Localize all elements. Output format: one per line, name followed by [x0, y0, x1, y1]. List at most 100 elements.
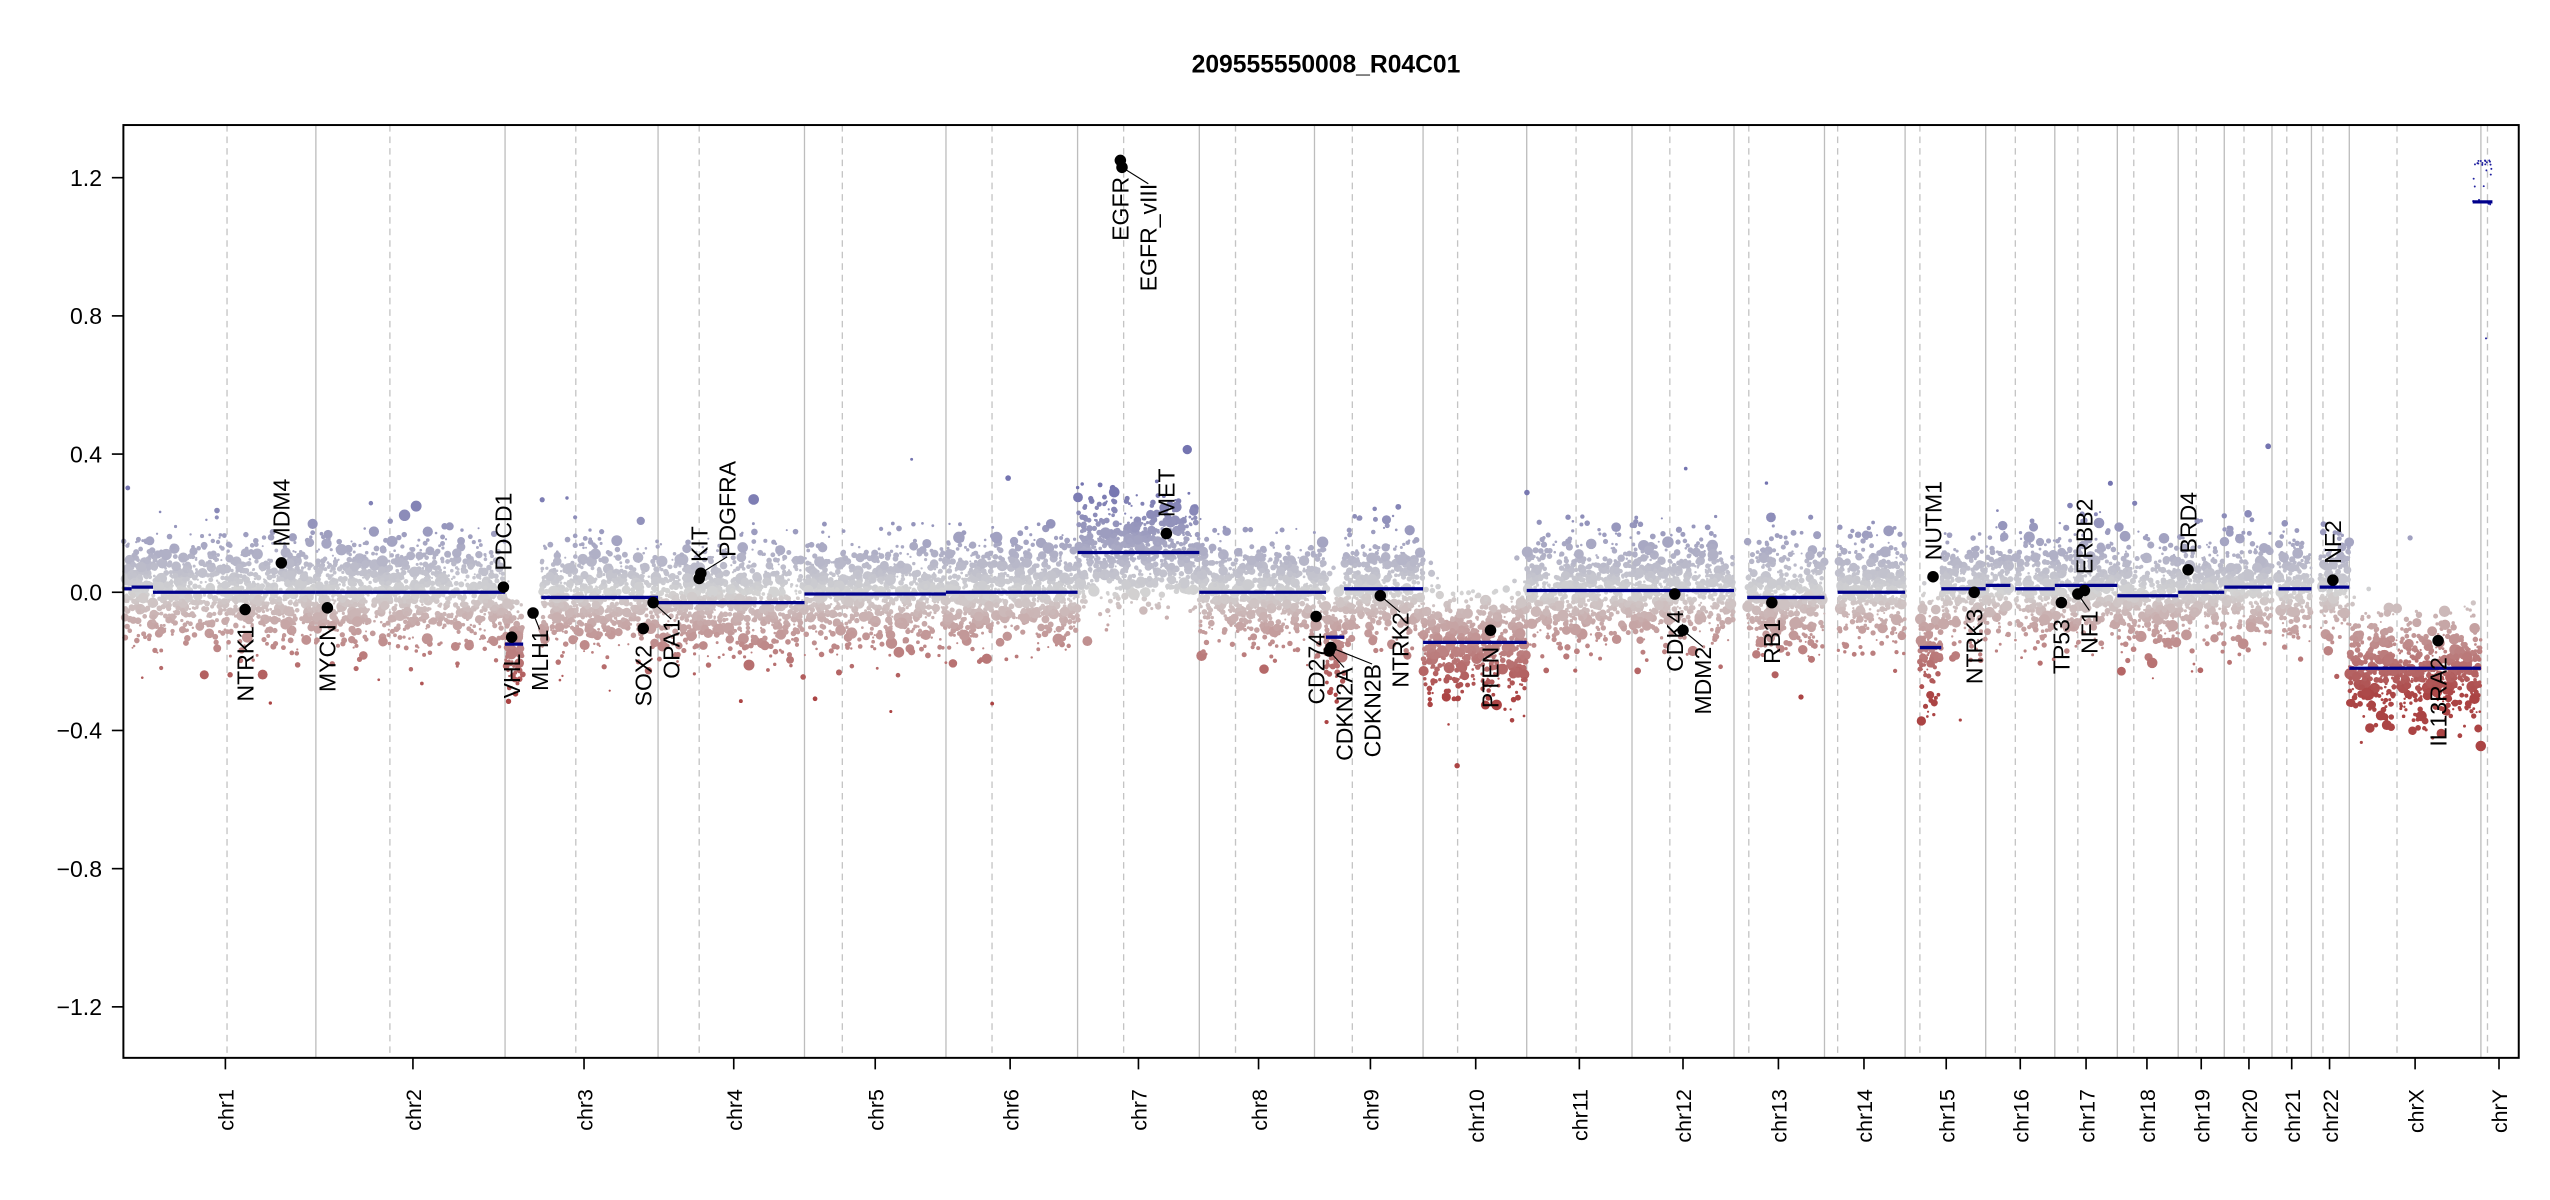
probe-point: [777, 553, 781, 557]
probe-point: [294, 558, 297, 561]
probe-point: [867, 620, 872, 624]
probe-point: [672, 552, 677, 556]
probe-point: [882, 607, 886, 611]
probe-point: [713, 615, 716, 619]
probe-point: [572, 542, 578, 549]
probe-point: [1042, 569, 1046, 573]
probe-point: [151, 593, 156, 598]
probe-point: [722, 617, 727, 623]
probe-point: [660, 567, 664, 572]
probe-point: [875, 666, 879, 670]
probe-point: [391, 615, 396, 620]
probe-point: [607, 551, 613, 557]
probe-point: [808, 625, 813, 630]
probe-point: [255, 574, 262, 581]
probe-point: [862, 573, 868, 580]
probe-point: [479, 577, 482, 580]
probe-point: [323, 567, 328, 572]
probe-point: [931, 524, 935, 528]
probe-point: [673, 607, 678, 612]
probe-point: [284, 580, 292, 588]
probe-point: [124, 623, 130, 630]
probe-point: [606, 625, 611, 630]
probe-point: [134, 617, 142, 625]
probe-point: [888, 653, 892, 657]
probe-point: [852, 606, 856, 610]
probe-point: [358, 543, 362, 548]
probe-point: [204, 600, 210, 607]
probe-point: [584, 612, 588, 616]
probe-point: [173, 603, 176, 606]
probe-point: [402, 635, 406, 639]
probe-point: [846, 639, 849, 642]
probe-point: [353, 665, 359, 672]
probe-point: [159, 665, 164, 671]
probe-point: [650, 590, 654, 594]
probe-point: [885, 616, 893, 624]
probe-point: [787, 578, 790, 582]
probe-point: [266, 634, 271, 639]
probe-point: [761, 554, 764, 557]
probe-point: [1072, 537, 1077, 541]
probe-point: [573, 629, 580, 635]
probe-point: [1036, 647, 1041, 652]
probe-point: [380, 600, 390, 611]
probe-point: [877, 547, 881, 551]
probe-point: [242, 574, 247, 579]
probe-point: [620, 612, 623, 615]
probe-point: [264, 571, 270, 576]
probe-point: [494, 601, 498, 605]
probe-point: [617, 643, 621, 647]
probe-point: [709, 605, 712, 608]
probe-point: [1037, 558, 1041, 562]
probe-point: [427, 650, 433, 656]
probe-point: [348, 625, 356, 633]
probe-point: [478, 622, 481, 626]
probe-point: [214, 515, 219, 520]
probe-point: [1058, 556, 1062, 560]
probe-point: [632, 552, 644, 563]
probe-point: [866, 598, 872, 604]
probe-point: [289, 567, 292, 570]
probe-point: [230, 558, 237, 565]
probe-point: [811, 602, 816, 606]
probe-point: [396, 623, 401, 628]
probe-point: [230, 582, 234, 586]
probe-point: [282, 598, 286, 602]
probe-point: [895, 672, 901, 678]
probe-point: [762, 635, 768, 641]
probe-point: [513, 599, 520, 606]
probe-point: [304, 581, 308, 585]
probe-point: [336, 538, 342, 545]
probe-point: [243, 531, 249, 538]
probe-point: [244, 597, 249, 603]
probe-point: [812, 696, 818, 702]
probe-point: [265, 608, 270, 612]
probe-point: [220, 630, 226, 636]
probe-point: [540, 600, 544, 604]
probe-point: [276, 596, 283, 603]
probe-point: [819, 616, 825, 622]
probe-point: [601, 617, 606, 623]
probe-point: [743, 659, 755, 671]
probe-point: [1023, 539, 1029, 546]
probe-point: [423, 576, 429, 582]
probe-point: [614, 628, 623, 637]
probe-point: [269, 599, 275, 605]
probe-point: [774, 639, 779, 644]
probe-point: [627, 643, 630, 646]
probe-point: [474, 560, 478, 563]
probe-point: [358, 593, 362, 598]
probe-point: [1033, 575, 1039, 581]
probe-point: [777, 563, 780, 566]
probe-point: [879, 641, 885, 647]
probe-point: [907, 571, 911, 575]
probe-point: [708, 610, 712, 614]
probe-point: [861, 626, 864, 630]
probe-point: [771, 566, 774, 570]
probe-point: [418, 606, 424, 612]
probe-point: [499, 576, 505, 581]
probe-point: [208, 632, 214, 638]
probe-point: [183, 640, 189, 646]
probe-point: [255, 612, 258, 616]
